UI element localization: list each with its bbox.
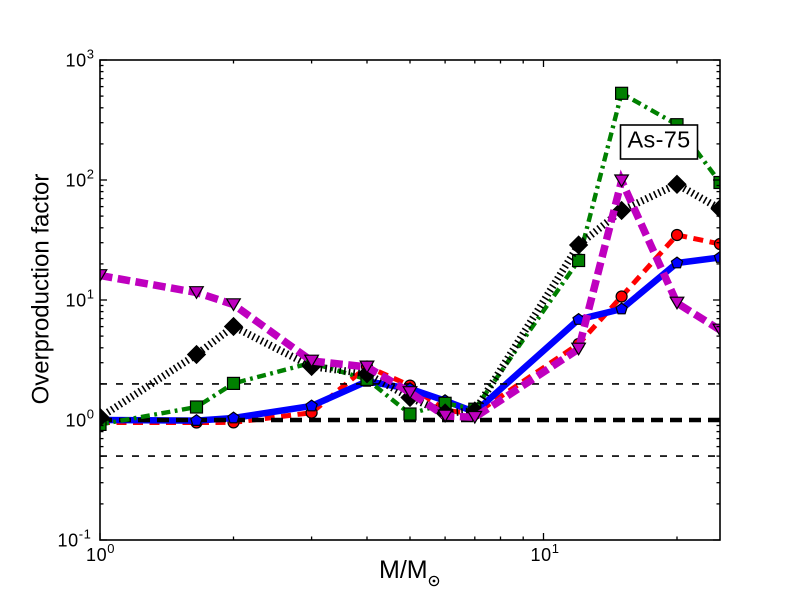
- svg-text:M/M: M/M: [379, 556, 428, 584]
- svg-text:102: 102: [66, 167, 95, 191]
- svg-text:Overproduction factor: Overproduction factor: [28, 174, 55, 405]
- svg-text:As-75: As-75: [628, 127, 691, 153]
